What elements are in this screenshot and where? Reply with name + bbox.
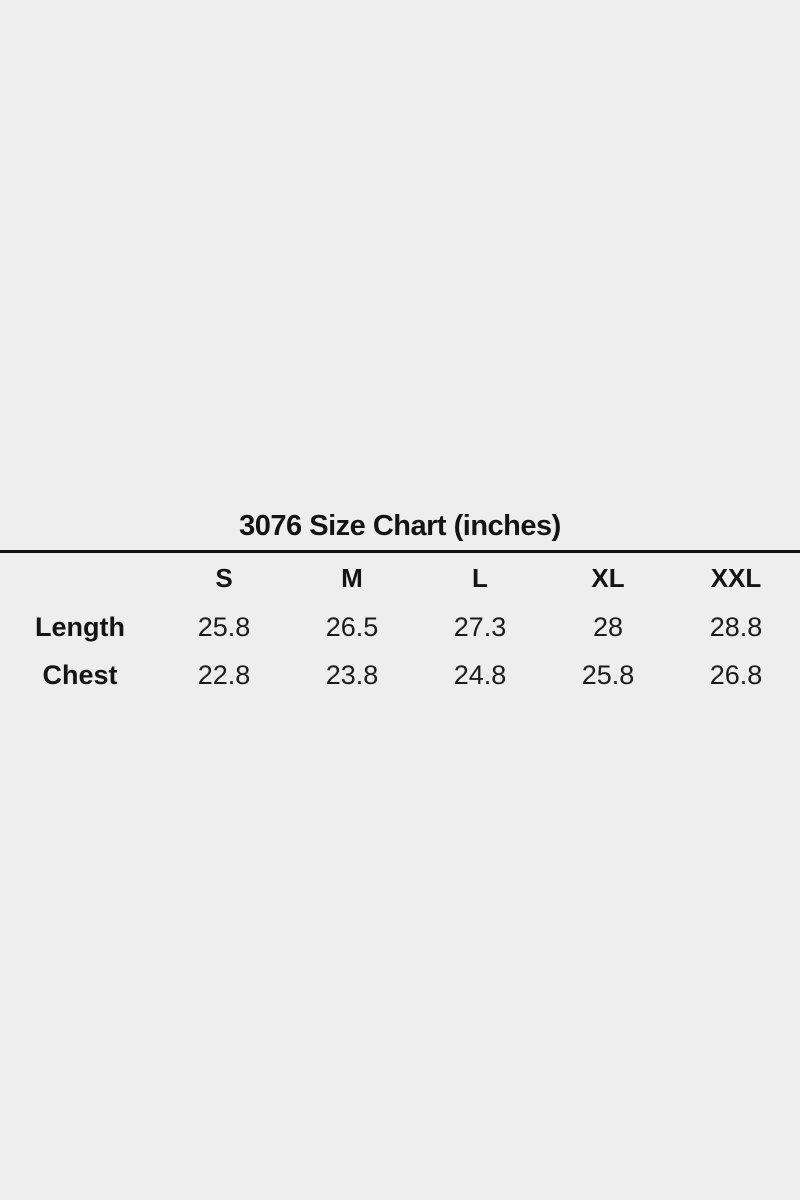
size-chart-section: 3076 Size Chart (inches) S M L XL XXL Le…	[0, 506, 800, 699]
chest-value-xxl: 26.8	[709, 659, 763, 690]
chest-value-m: 23.8	[325, 659, 379, 690]
table-row-length: Length 25.8 26.5 27.3 28 28.8	[0, 603, 800, 651]
header-cell-s: S	[215, 562, 233, 593]
header-cell-m: M	[341, 562, 363, 593]
size-table-header-row: S M L XL XXL	[0, 553, 800, 603]
header-cell-l: L	[472, 562, 488, 593]
length-value-s: 25.8	[197, 611, 251, 642]
header-cell-xl: XL	[591, 562, 625, 593]
size-table: S M L XL XXL Length 25.8 26.5 27.3 28 28…	[0, 553, 800, 699]
chest-value-xl: 25.8	[581, 659, 635, 690]
length-value-xl: 28	[592, 611, 624, 642]
chest-value-l: 24.8	[453, 659, 507, 690]
title-divider-rule	[0, 550, 800, 553]
length-value-l: 27.3	[453, 611, 507, 642]
size-chart-title: 3076 Size Chart (inches)	[239, 510, 561, 542]
row-label-chest: Chest	[42, 659, 118, 690]
length-value-m: 26.5	[325, 611, 379, 642]
table-row-chest: Chest 22.8 23.8 24.8 25.8 26.8	[0, 651, 800, 699]
chest-value-s: 22.8	[197, 659, 251, 690]
row-label-length: Length	[35, 611, 125, 642]
length-value-xxl: 28.8	[709, 611, 763, 642]
header-cell-blank	[0, 553, 160, 603]
header-cell-xxl: XXL	[710, 562, 762, 593]
